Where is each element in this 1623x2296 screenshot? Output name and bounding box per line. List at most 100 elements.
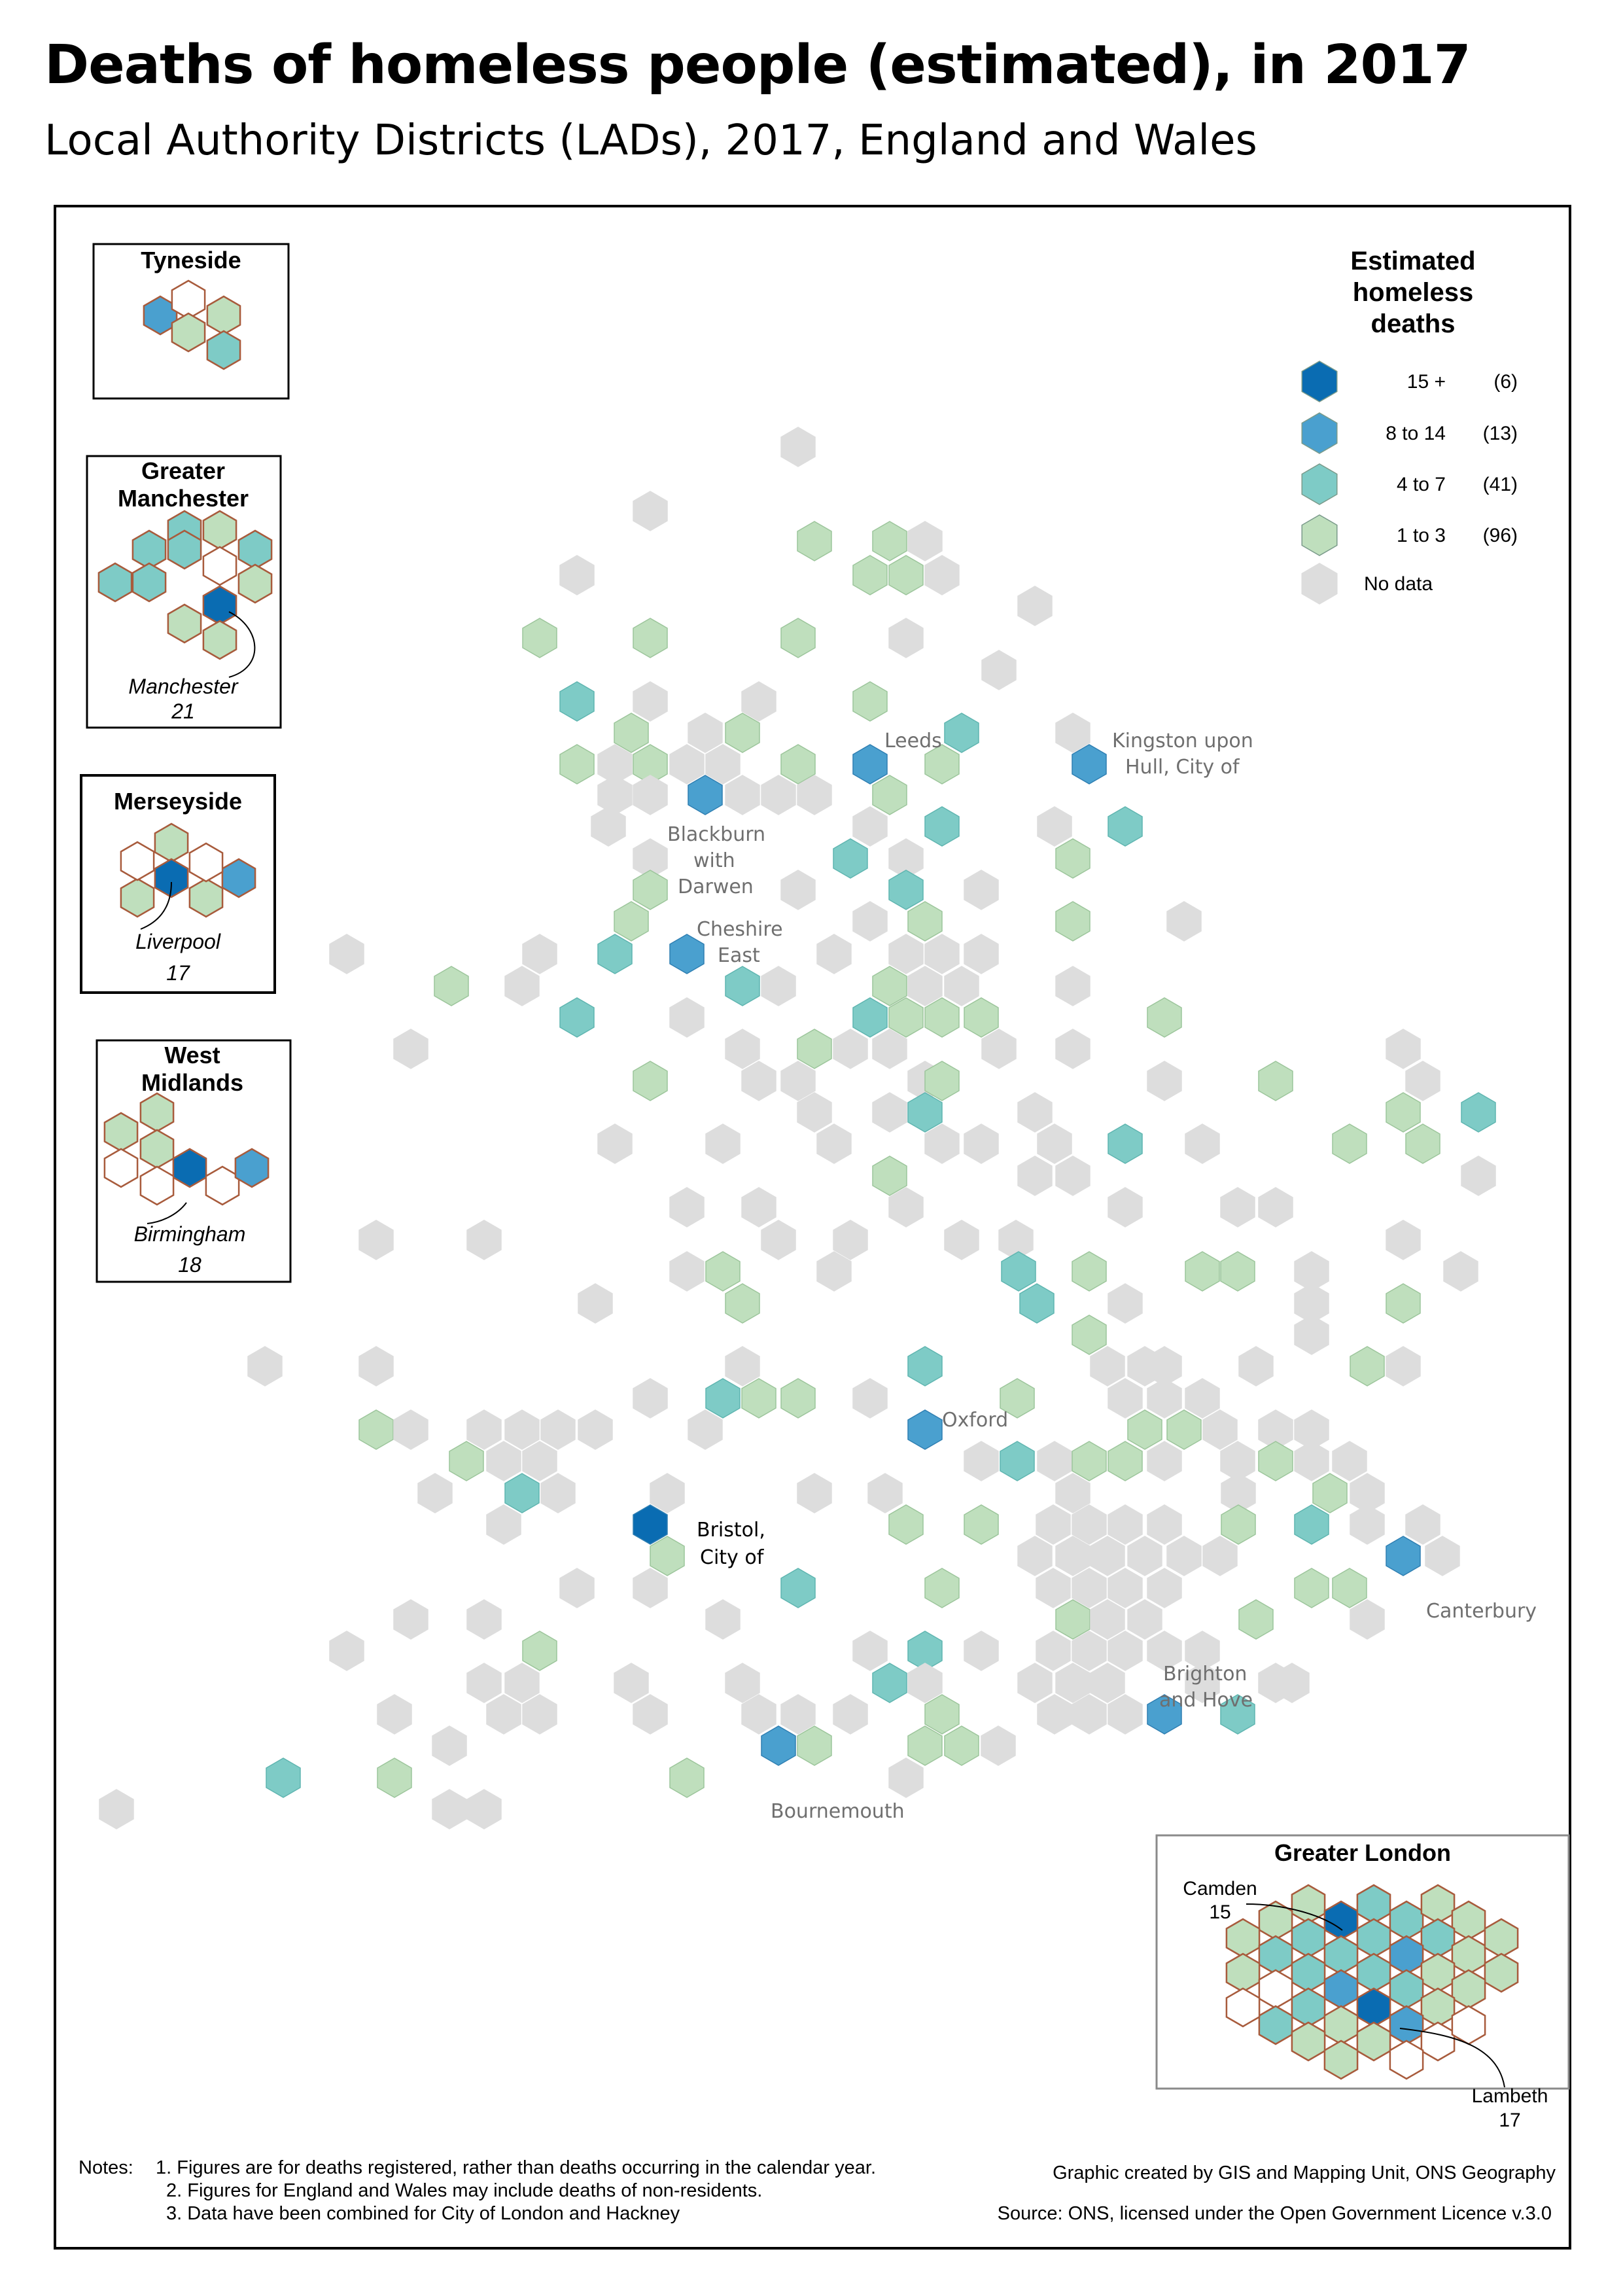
lad-hex: [486, 1504, 521, 1545]
lad-hex: [907, 521, 943, 561]
lad-hex: [1090, 1346, 1125, 1386]
lad-hex: [924, 1061, 960, 1101]
lad-hex: [633, 744, 668, 785]
lad-hex: [924, 744, 960, 785]
lad-hex: [888, 934, 924, 974]
lad-hex: [907, 1663, 943, 1703]
lad-hex: [816, 1251, 852, 1292]
lad-hex: [1036, 1504, 1071, 1545]
lad-hex: [669, 997, 705, 1038]
lad-hex: [1185, 1123, 1220, 1164]
lad-hex: [1202, 1409, 1238, 1450]
lad-hex: [797, 775, 832, 815]
lad-hex: [486, 1694, 521, 1735]
lad-hex: [907, 1725, 943, 1766]
inset-hex: [202, 546, 237, 586]
lad-hex: [741, 1061, 777, 1101]
lad-hex: [780, 1061, 816, 1101]
lad-hex: [780, 618, 816, 658]
inset-hex: [206, 295, 241, 336]
legend-count: (41): [1483, 474, 1518, 495]
lad-hex: [669, 934, 705, 974]
lad-hex: [1072, 1441, 1107, 1481]
lad-hex: [1055, 1029, 1091, 1069]
lad-hex: [1274, 1663, 1310, 1703]
lad-hex: [1019, 1283, 1055, 1324]
legend-count: (13): [1483, 423, 1518, 444]
inset-westmid-title-1: West: [164, 1042, 220, 1069]
lad-hex: [1166, 1409, 1202, 1450]
lad-hex: [358, 1409, 394, 1450]
label-bristol-2: City of: [700, 1546, 765, 1569]
inset-hex: [221, 858, 256, 898]
legend-title-2: homeless: [1353, 278, 1474, 307]
lad-hex: [633, 1568, 668, 1608]
lad-hex: [650, 1536, 685, 1576]
inset-westmid: West Midlands Birmingham 18: [96, 1039, 292, 1283]
lad-hex: [964, 934, 999, 974]
lad-hex: [797, 521, 832, 561]
lad-hex: [1017, 1092, 1053, 1133]
lad-hex: [633, 681, 668, 722]
lad-hex: [578, 1283, 613, 1324]
legend-label: No data: [1364, 573, 1433, 595]
lad-hex: [907, 1346, 943, 1386]
lad-hex: [597, 744, 633, 785]
lad-hex: [761, 775, 796, 815]
lad-hex: [633, 775, 668, 815]
lad-hex: [329, 934, 364, 974]
lad-hex: [633, 1378, 668, 1419]
inset-merseyside-title: Merseyside: [114, 788, 242, 815]
map-labels: Leeds Kingston upon Hull, City of Blackb…: [667, 730, 1537, 1823]
lad-hex: [852, 1631, 888, 1671]
lad-hex: [1461, 1156, 1496, 1196]
lad-hex: [872, 1029, 907, 1069]
lad-hex: [1017, 586, 1053, 626]
lad-hex: [99, 1789, 134, 1829]
lad-hex: [1072, 1631, 1107, 1671]
lad-hex: [1147, 1061, 1182, 1101]
lad-hex: [888, 997, 924, 1038]
label-cheshire-1: Cheshire: [697, 918, 783, 941]
lad-hex: [907, 1409, 943, 1450]
lad-hex: [1037, 1441, 1072, 1481]
lad-hex: [1221, 1504, 1256, 1545]
lad-hex: [266, 1757, 301, 1798]
legend-count: (96): [1483, 525, 1518, 546]
inset-merseyside: Merseyside Liverpool 17: [80, 774, 276, 994]
lad-hex: [597, 1123, 633, 1164]
inset-westmid-hexes: [103, 1092, 270, 1206]
lad-hex: [1017, 1663, 1053, 1703]
lad-hex: [1166, 1536, 1202, 1576]
inset-hex: [103, 1112, 139, 1152]
lad-hex: [1001, 1251, 1036, 1292]
lad-hex: [650, 1473, 685, 1513]
lad-hex: [1055, 1156, 1091, 1196]
lad-hex: [872, 521, 907, 561]
lad-hex: [705, 1599, 741, 1640]
lad-hex: [705, 1378, 741, 1419]
lad-hex: [688, 713, 723, 753]
lad-hex: [797, 1473, 832, 1513]
inset-hex: [237, 563, 273, 604]
lad-hex: [1000, 1378, 1035, 1419]
lad-hex: [964, 1123, 999, 1164]
lad-hex: [466, 1409, 502, 1450]
inset-hex: [237, 529, 273, 570]
inset-manchester-title-1: Greater: [141, 457, 225, 484]
lad-hex: [1147, 1631, 1182, 1671]
lad-hex: [1185, 1663, 1220, 1703]
label-blackburn-2: with: [693, 849, 735, 872]
lad-hex: [780, 427, 816, 467]
lad-hex: [944, 966, 979, 1006]
lad-hex: [1185, 1631, 1220, 1671]
lad-hex: [944, 1220, 979, 1260]
lad-hex: [1386, 1536, 1421, 1576]
lad-hex: [964, 997, 999, 1038]
inset-manchester-hexes: [97, 510, 273, 660]
lad-hex: [1055, 1599, 1091, 1640]
lad-hex: [833, 1694, 868, 1735]
lad-hex: [1221, 1473, 1256, 1513]
lad-hex: [1127, 1409, 1162, 1450]
lad-hex: [1332, 1568, 1367, 1608]
